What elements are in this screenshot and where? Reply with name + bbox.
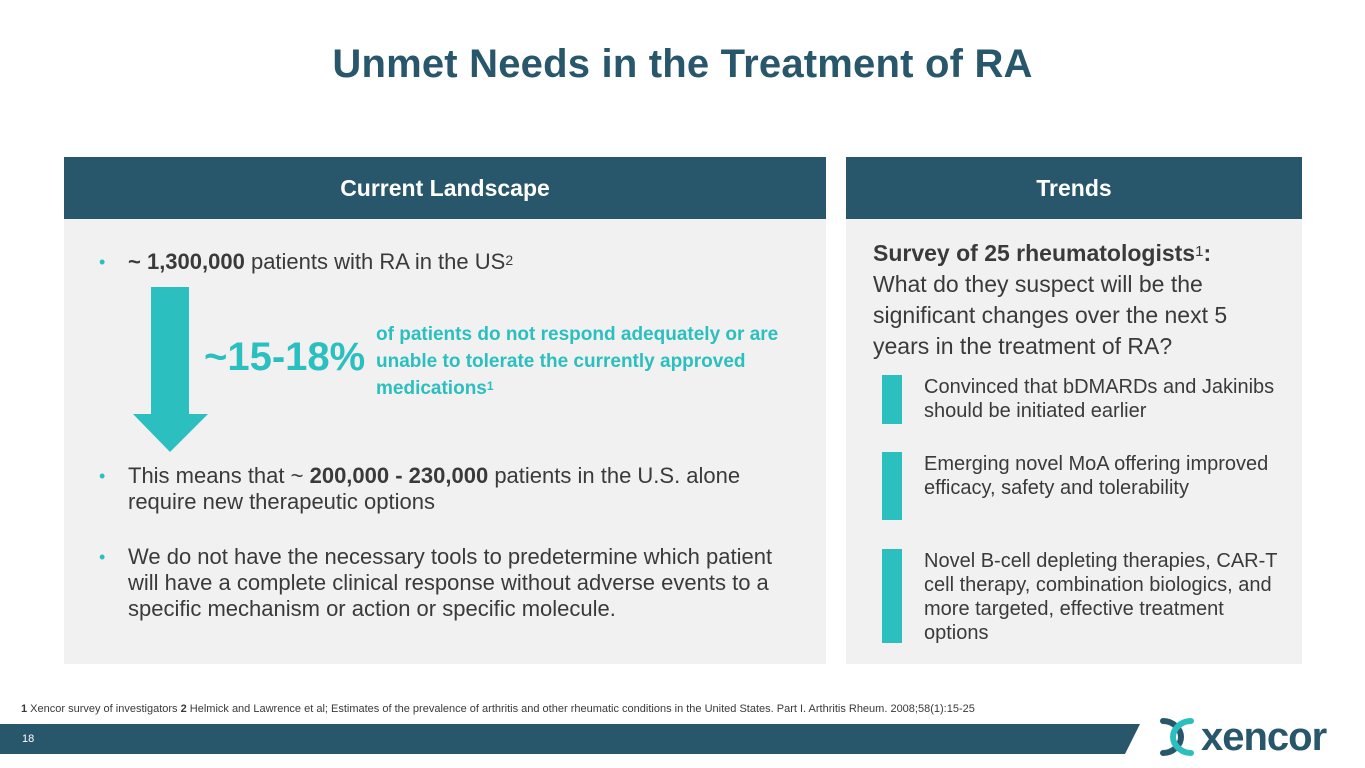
- page-number: 18: [22, 733, 35, 745]
- current-landscape-panel: Current Landscape: [64, 157, 826, 664]
- trends-panel: Trends: [846, 157, 1302, 664]
- bullet-dot: •: [99, 547, 106, 567]
- footnote: 1 Xencor survey of investigators 2 Helmi…: [21, 703, 975, 715]
- trend-bar: [882, 452, 902, 520]
- survey-question: Survey of 25 rheumatologists1: What do t…: [873, 238, 1283, 362]
- new-options-bullet: • This means that ~ 200,000 - 230,000 pa…: [99, 463, 788, 515]
- xencor-logo-icon: [1160, 718, 1194, 756]
- new-options-text-before: This means that ~: [128, 463, 310, 488]
- xencor-logo-text: xencor: [1201, 715, 1327, 759]
- trend-bar: [882, 375, 902, 424]
- footnote-ref: 1: [486, 379, 494, 393]
- trend-text: Emerging novel MoA offering improved eff…: [924, 453, 1269, 499]
- survey-colon: :: [1203, 240, 1212, 266]
- footer-bar: [0, 724, 1140, 754]
- survey-title: Survey of 25 rheumatologists: [873, 240, 1196, 266]
- footnote-ref: 2: [505, 252, 514, 268]
- footnote-number: 1: [21, 703, 28, 715]
- trend-text: Novel B-cell depleting therapies, CAR-T …: [924, 550, 1278, 644]
- current-landscape-header: Current Landscape: [64, 157, 826, 219]
- non-responder-description: of patients do not respond adequately or…: [376, 324, 779, 399]
- down-arrow-icon: [133, 287, 208, 452]
- patient-count-text: patients with RA in the US: [244, 249, 506, 274]
- non-responder-percent: ~15-18%: [204, 335, 366, 379]
- footnote-ref: 1: [1195, 243, 1204, 260]
- patient-count: ~ 1,300,000: [128, 249, 245, 274]
- trend-bar: [882, 549, 902, 643]
- survey-question-text: What do they suspect will be the signifi…: [873, 271, 1228, 359]
- trend-text: Convinced that bDMARDs and Jakinibs shou…: [924, 376, 1275, 422]
- new-options-count: 200,000 - 230,000: [309, 463, 489, 488]
- new-options-text-after: patients in the U.S. alone require new t…: [128, 463, 741, 514]
- non-responder-text: of patients do not respond adequately or…: [376, 321, 796, 402]
- footnote-text: Xencor survey of investigators: [27, 703, 181, 715]
- tools-text: We do not have the necessary tools to pr…: [128, 544, 773, 621]
- xencor-logo: xencor: [1155, 715, 1327, 759]
- footnote-number: 2: [180, 703, 187, 715]
- footnote-text: Helmick and Lawrence et al; Estimates of…: [186, 703, 975, 715]
- patient-count-bullet: • ~ 1,300,000 patients with RA in the US…: [99, 249, 808, 275]
- bullet-dot: •: [99, 466, 106, 486]
- slide-title: Unmet Needs in the Treatment of RA: [332, 42, 1033, 86]
- trends-header: Trends: [846, 157, 1302, 219]
- bullet-dot: •: [99, 252, 106, 272]
- tools-bullet: • We do not have the necessary tools to …: [99, 544, 808, 622]
